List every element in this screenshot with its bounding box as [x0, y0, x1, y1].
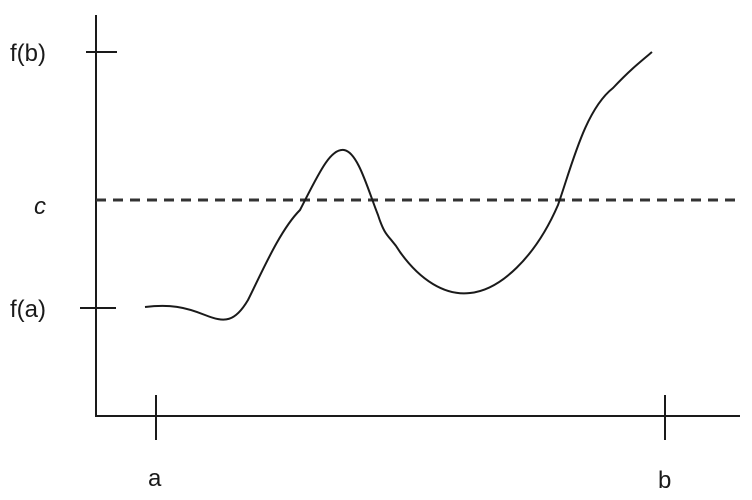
label-c: c — [34, 193, 46, 220]
label-fa: f(a) — [10, 296, 46, 323]
label-b: b — [658, 467, 671, 494]
label-a: a — [148, 465, 162, 492]
function-curve — [144, 51, 653, 321]
label-fb: f(b) — [10, 40, 46, 67]
